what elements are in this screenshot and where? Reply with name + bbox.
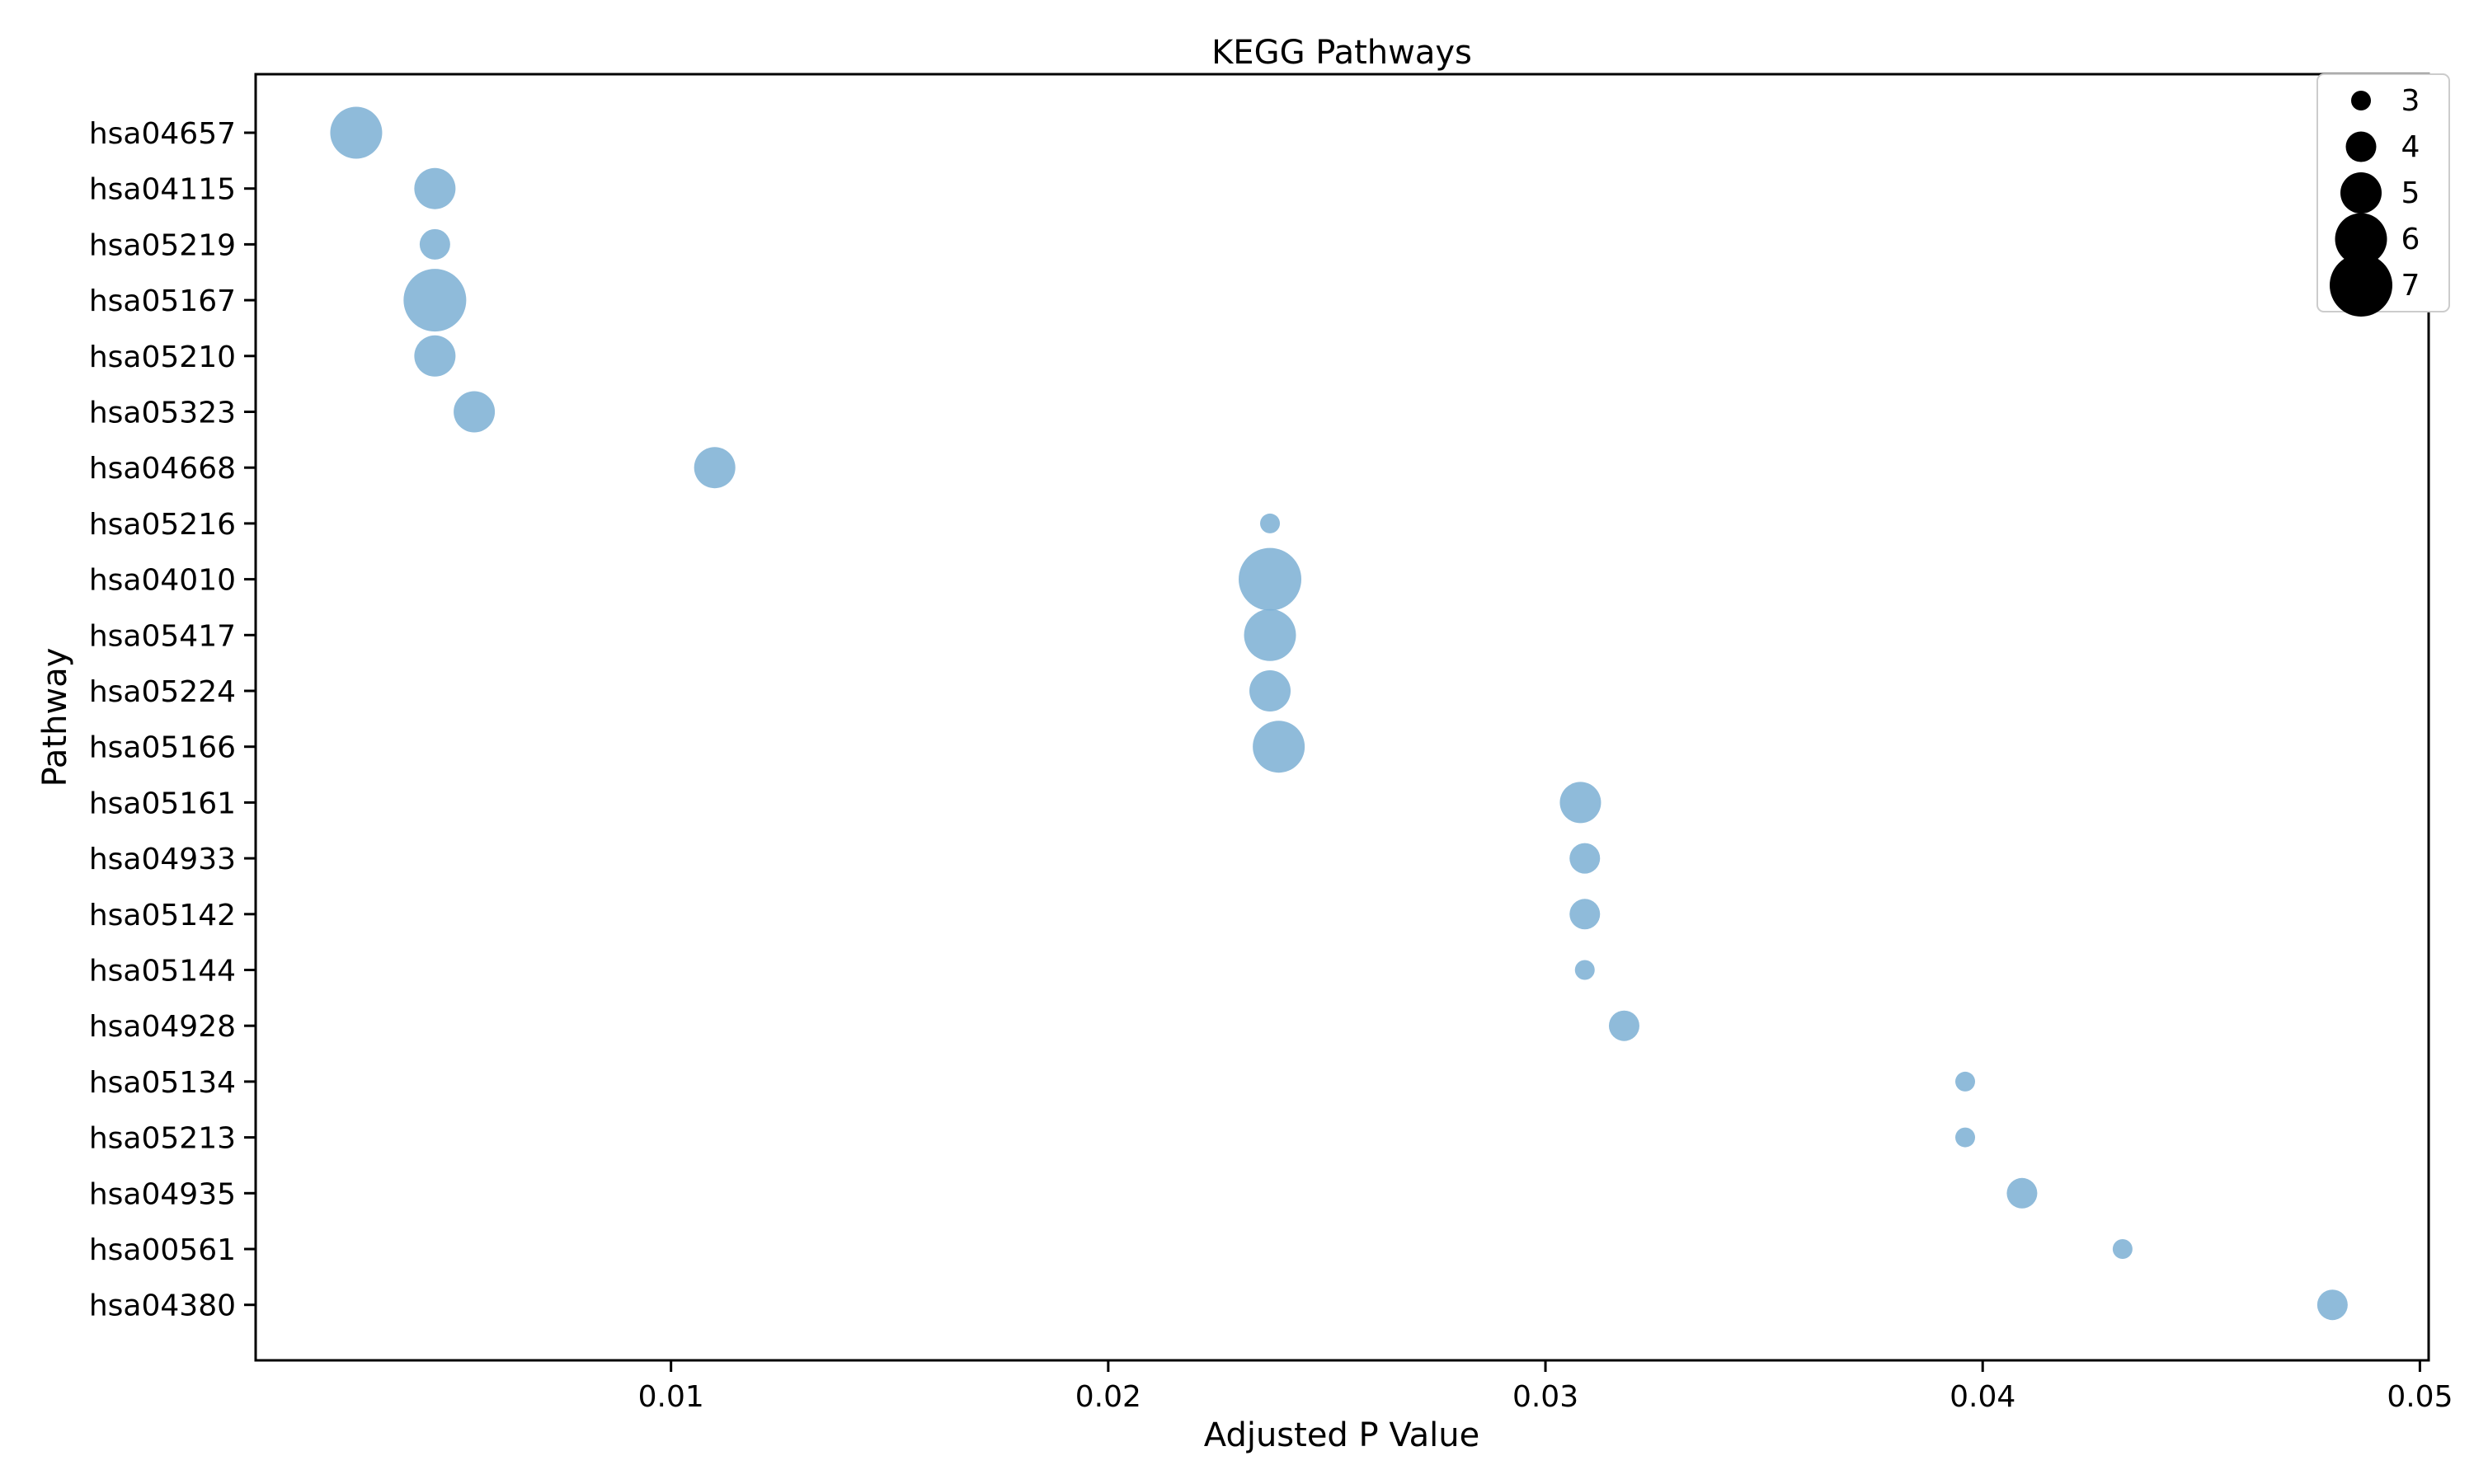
- y-tick-label: hsa05134: [89, 1066, 236, 1100]
- data-point-hsa05417: [1244, 608, 1296, 661]
- data-point-hsa00561: [2112, 1239, 2133, 1259]
- data-point-hsa05166: [1253, 721, 1305, 773]
- y-tick-label: hsa04668: [89, 452, 236, 486]
- data-point-hsa04668: [694, 447, 736, 489]
- y-tick-label: hsa05417: [89, 619, 236, 653]
- data-point-hsa05213: [1955, 1127, 1976, 1148]
- y-tick-label: hsa05224: [89, 675, 236, 709]
- data-point-hsa04933: [1569, 843, 1601, 874]
- data-point-hsa05219: [419, 228, 450, 260]
- y-axis: hsa04657 hsa04115 hsa05219 hsa05167 hsa05210…: [89, 117, 256, 1323]
- data-point-hsa05216: [1260, 513, 1281, 533]
- size-legend: 3 4 5 6 7: [2316, 73, 2450, 317]
- legend-label: 4: [2401, 130, 2420, 164]
- x-axis: 0.01 0.02 0.03 0.04 0.05: [638, 1360, 2453, 1414]
- y-axis-label: Pathway: [36, 648, 74, 787]
- legend-label: 6: [2401, 223, 2420, 256]
- x-tick-label: 0.04: [1950, 1380, 2015, 1414]
- y-tick-label: hsa04380: [89, 1289, 236, 1323]
- data-point-hsa05224: [1249, 670, 1291, 711]
- legend-marker: [2345, 131, 2377, 162]
- data-point-hsa04935: [2006, 1177, 2038, 1209]
- plot-frame: [254, 73, 2430, 1362]
- y-tick-label: hsa05216: [89, 508, 236, 542]
- y-tick-label: hsa04935: [89, 1177, 236, 1211]
- x-tick-label: 0.03: [1512, 1380, 1578, 1414]
- data-point-hsa04115: [414, 167, 456, 209]
- y-tick-label: hsa00561: [89, 1233, 236, 1267]
- y-tick-label: hsa04933: [89, 843, 236, 876]
- data-point-hsa04928: [1608, 1010, 1639, 1041]
- data-point-hsa05210: [414, 335, 456, 377]
- y-tick-label: hsa04010: [89, 564, 236, 598]
- legend-label: 7: [2401, 269, 2420, 303]
- data-point-hsa05167: [403, 269, 467, 332]
- data-point-hsa04010: [1239, 547, 1302, 611]
- x-axis-label: Adjusted P Value: [1204, 1416, 1479, 1454]
- x-tick-label: 0.02: [1075, 1380, 1141, 1414]
- legend-marker: [2340, 172, 2382, 214]
- legend-label: 3: [2401, 84, 2420, 118]
- data-point-hsa05134: [1955, 1071, 1976, 1092]
- data-points: [330, 106, 2348, 1321]
- y-tick-label: hsa05213: [89, 1122, 236, 1156]
- x-tick-label: 0.01: [638, 1380, 704, 1414]
- y-tick-label: hsa05323: [89, 397, 236, 430]
- y-tick-label: hsa05144: [89, 955, 236, 989]
- data-point-hsa04657: [330, 106, 383, 159]
- data-point-hsa05323: [454, 391, 496, 433]
- y-tick-label: hsa04657: [89, 117, 236, 151]
- data-point-hsa04380: [2316, 1289, 2348, 1321]
- y-tick-label: hsa05142: [89, 899, 236, 932]
- legend-marker: [2335, 213, 2387, 265]
- y-tick-label: hsa05161: [89, 787, 236, 820]
- chart-title: KEGG Pathways: [1211, 34, 1472, 72]
- y-tick-label: hsa05210: [89, 340, 236, 374]
- y-tick-label: hsa05167: [89, 284, 236, 318]
- data-point-hsa05144: [1574, 960, 1595, 980]
- y-tick-label: hsa04928: [89, 1010, 236, 1044]
- legend-marker: [2330, 254, 2392, 317]
- data-point-hsa05142: [1569, 899, 1601, 930]
- legend-marker: [2351, 91, 2371, 110]
- y-tick-label: hsa05219: [89, 228, 236, 262]
- data-point-hsa05161: [1559, 782, 1602, 824]
- y-tick-label: hsa04115: [89, 173, 236, 207]
- legend-label: 5: [2401, 176, 2420, 210]
- x-tick-label: 0.05: [2387, 1380, 2453, 1414]
- y-tick-label: hsa05166: [89, 731, 236, 765]
